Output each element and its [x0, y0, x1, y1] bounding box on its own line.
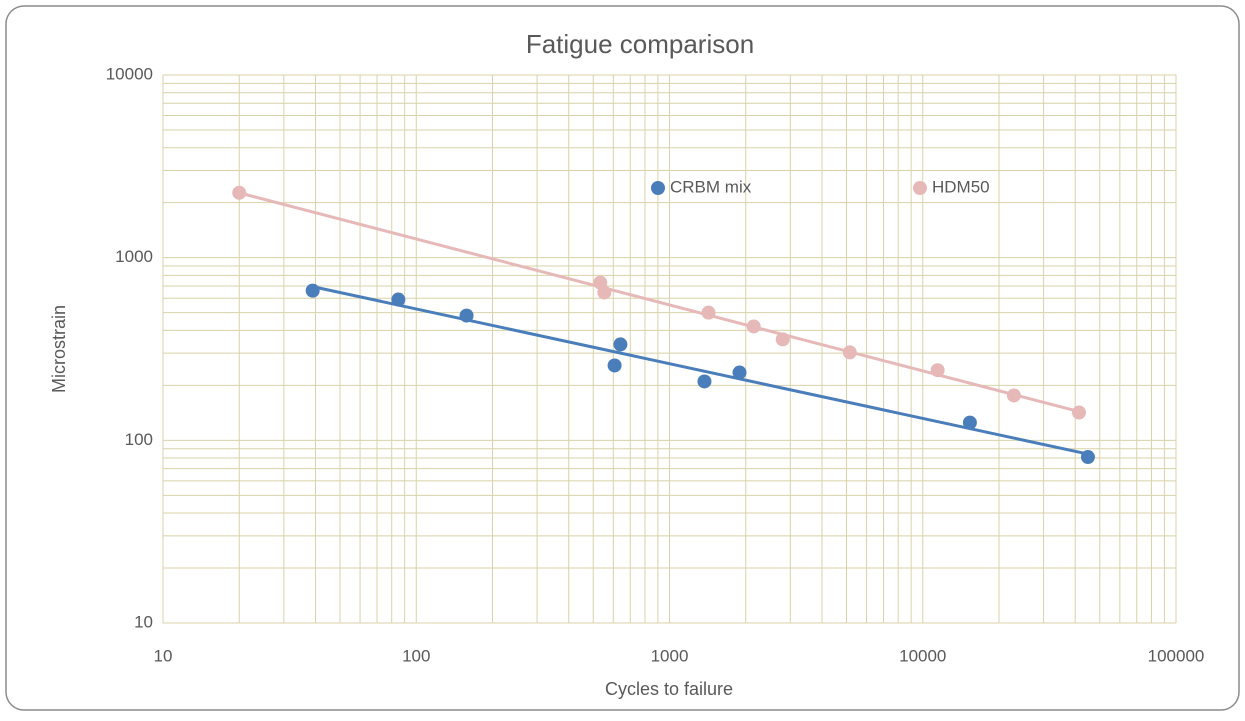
- y-tick-label: 10: [134, 612, 153, 631]
- point: [842, 345, 857, 360]
- y-tick-label: 100: [125, 430, 153, 449]
- x-tick-label: 100000: [1148, 646, 1205, 665]
- legend-label: HDM50: [932, 177, 990, 196]
- chart-title: Fatigue comparison: [526, 29, 754, 59]
- x-tick-label: 10: [154, 646, 173, 665]
- point: [701, 305, 716, 320]
- point: [391, 292, 406, 307]
- x-tick-label: 10000: [899, 646, 946, 665]
- legend-marker: [913, 181, 927, 195]
- point: [775, 332, 790, 347]
- y-tick-label: 1000: [115, 247, 153, 266]
- trendline: [312, 285, 1089, 456]
- point: [697, 374, 712, 389]
- point: [1006, 388, 1021, 403]
- y-tick-label: 10000: [106, 64, 153, 83]
- point: [962, 415, 977, 430]
- chart-border: [5, 5, 1240, 711]
- y-axis-label: Microstrain: [49, 305, 69, 393]
- point: [613, 337, 628, 352]
- point: [597, 285, 612, 300]
- point: [930, 363, 945, 378]
- point: [1080, 450, 1095, 465]
- point: [305, 283, 320, 298]
- point: [746, 319, 761, 334]
- point: [1072, 405, 1087, 420]
- x-axis-label: Cycles to failure: [605, 679, 733, 699]
- x-tick-label: 1000: [651, 646, 689, 665]
- point: [459, 308, 474, 323]
- point: [607, 358, 622, 373]
- legend-marker: [651, 181, 665, 195]
- point: [732, 365, 747, 380]
- point: [232, 185, 247, 200]
- x-tick-label: 100: [402, 646, 430, 665]
- legend-label: CRBM mix: [670, 177, 752, 196]
